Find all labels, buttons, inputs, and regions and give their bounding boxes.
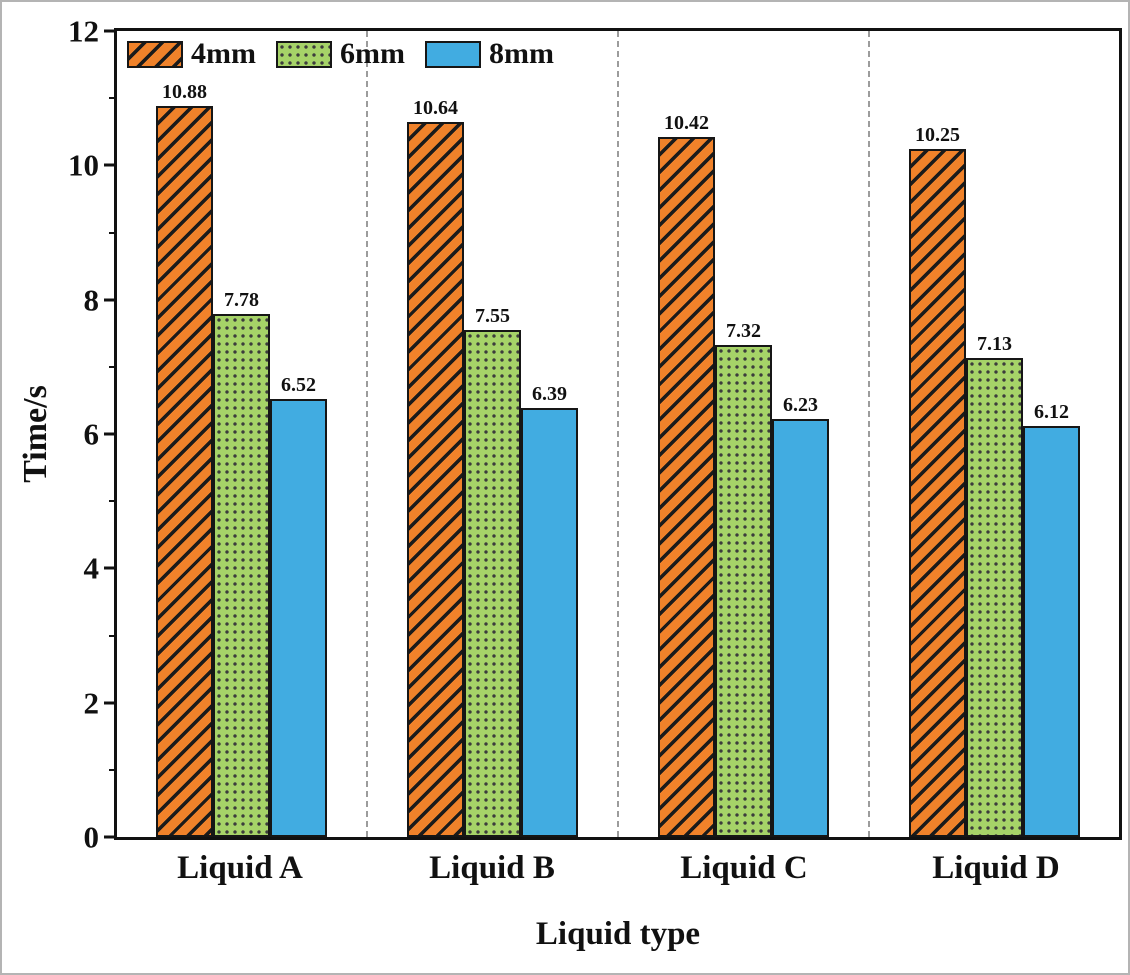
x-category-label-liquid-c: Liquid C bbox=[680, 850, 808, 886]
bar-value-label: 7.32 bbox=[726, 320, 761, 343]
y-tick-label: 4 bbox=[83, 550, 100, 586]
bar-value-label: 10.64 bbox=[413, 97, 458, 120]
bar-value-label: 7.55 bbox=[475, 304, 510, 327]
legend-label-6mm: 6mm bbox=[339, 37, 405, 70]
bar-value-label: 10.25 bbox=[915, 123, 960, 146]
x-category-label-liquid-d: Liquid D bbox=[932, 850, 1060, 886]
y-tick-label: 0 bbox=[83, 819, 100, 855]
y-tick-major bbox=[104, 566, 117, 570]
legend-label-8mm: 8mm bbox=[488, 37, 554, 70]
bar-6mm-liquid-a: 7.78 bbox=[213, 289, 270, 837]
y-tick-label: 10 bbox=[68, 147, 99, 183]
y-tick-label: 6 bbox=[83, 416, 100, 452]
bar-8mm-liquid-b: 6.39 bbox=[521, 383, 578, 837]
bar-4mm-liquid-c: 10.42 bbox=[658, 112, 715, 837]
legend-item-4mm: 4mm bbox=[127, 39, 256, 69]
bar-value-label: 7.13 bbox=[977, 333, 1012, 356]
bar-6mm-liquid-b: 7.55 bbox=[464, 305, 521, 837]
bar-8mm-liquid-d: 6.12 bbox=[1023, 401, 1080, 837]
bar-value-label: 10.42 bbox=[664, 112, 709, 135]
y-tick-label: 8 bbox=[83, 282, 100, 318]
bar-value-label: 6.23 bbox=[783, 393, 818, 416]
bar-6mm-liquid-c: 7.32 bbox=[715, 320, 772, 837]
y-tick-label: 2 bbox=[83, 685, 100, 721]
bar-group-liquid-d: 10.25 7.13 6.12 bbox=[870, 31, 1119, 837]
y-tick-major bbox=[104, 701, 117, 705]
bar-value-label: 10.88 bbox=[162, 81, 207, 104]
y-tick-minor bbox=[109, 97, 117, 100]
y-tick-major bbox=[104, 298, 117, 302]
y-tick-major bbox=[104, 163, 117, 167]
legend-item-8mm: 8mm bbox=[424, 37, 554, 70]
bar-group-liquid-c: 10.42 7.32 6.23 bbox=[619, 31, 870, 837]
bar-8mm-liquid-c: 6.23 bbox=[772, 394, 829, 837]
legend-item-6mm: 6mm bbox=[275, 37, 405, 70]
legend: 4mm 6mm 8mm bbox=[127, 39, 574, 69]
y-tick-minor bbox=[109, 231, 117, 234]
x-category-label-liquid-b: Liquid B bbox=[429, 850, 555, 886]
y-tick-minor bbox=[109, 500, 117, 503]
bar-4mm-liquid-d: 10.25 bbox=[909, 124, 966, 837]
y-axis-title: Time/s bbox=[17, 385, 54, 483]
bar-group-liquid-b: 10.64 7.55 6.39 bbox=[368, 31, 619, 837]
y-tick-minor bbox=[109, 365, 117, 368]
y-tick-minor bbox=[109, 634, 117, 637]
bar-4mm-liquid-b: 10.64 bbox=[407, 97, 464, 837]
y-tick-major bbox=[104, 432, 117, 436]
bar-groups: 10.88 7.78 6.52 10.64 7.55 6.39 10.42 7.32 6.23 1… bbox=[117, 31, 1119, 837]
y-tick-label: 12 bbox=[68, 13, 99, 49]
bar-8mm-liquid-a: 6.52 bbox=[270, 374, 327, 837]
y-tick-minor bbox=[109, 768, 117, 771]
legend-swatch-8mm bbox=[424, 40, 481, 68]
legend-swatch-4mm bbox=[127, 40, 183, 68]
bar-value-label: 6.12 bbox=[1034, 400, 1069, 423]
plot-area: 0 2 4 6 8 10 12 10.88 7.78 6.52 10.64 7.55 6.39 10.4… bbox=[68, 16, 1122, 853]
x-axis-title: Liquid type bbox=[535, 916, 701, 952]
bar-4mm-liquid-a: 10.88 bbox=[156, 81, 213, 837]
bar-value-label: 6.39 bbox=[532, 382, 567, 405]
bar-value-label: 6.52 bbox=[281, 374, 316, 397]
x-category-label-liquid-a: Liquid A bbox=[177, 850, 303, 886]
y-tick-major bbox=[104, 29, 117, 33]
bar-group-liquid-a: 10.88 7.78 6.52 bbox=[117, 31, 368, 837]
bar-6mm-liquid-d: 7.13 bbox=[966, 333, 1023, 837]
x-category-labels: Liquid A Liquid B Liquid C Liquid D bbox=[114, 850, 1122, 887]
legend-label-4mm: 4mm bbox=[191, 37, 256, 70]
legend-swatch-6mm bbox=[275, 40, 332, 68]
y-tick-major bbox=[104, 835, 117, 839]
bar-value-label: 7.78 bbox=[224, 289, 259, 312]
